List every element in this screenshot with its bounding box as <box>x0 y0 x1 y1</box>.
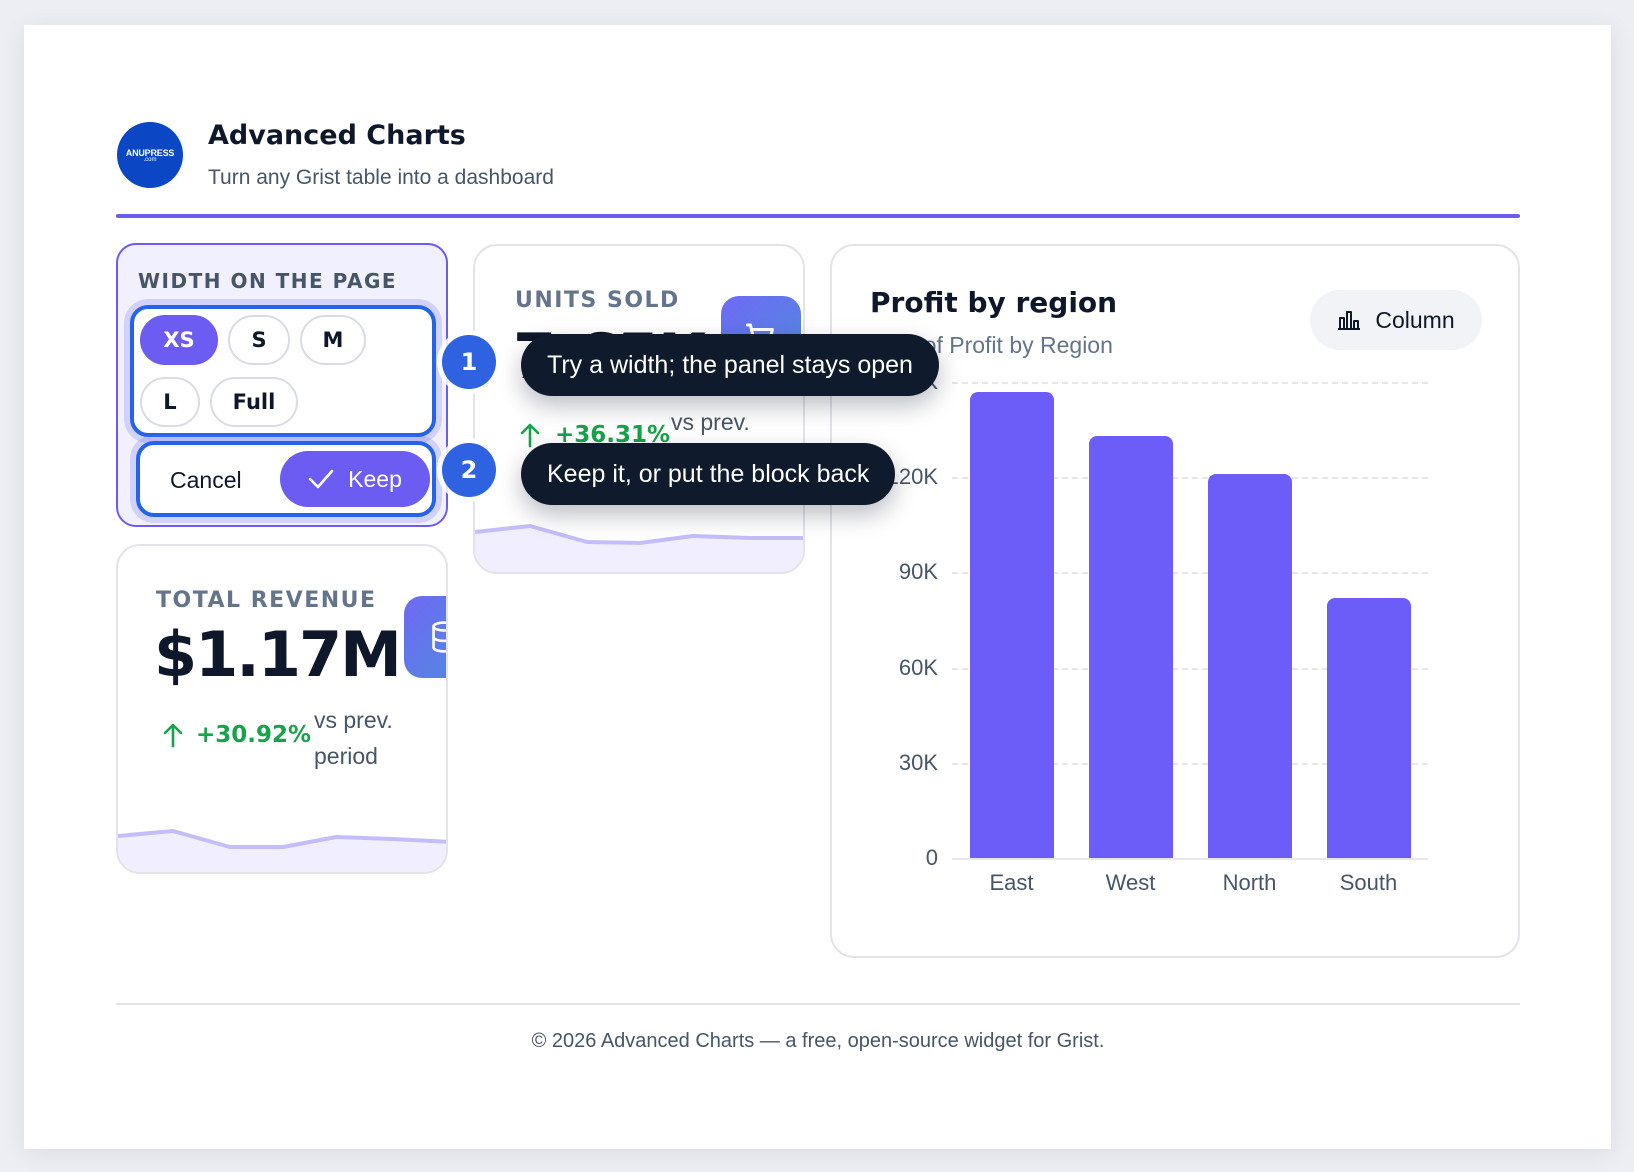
size-option-m[interactable]: M <box>300 315 366 365</box>
chart-card-profit-by-region[interactable]: Profit by region Sum of Profit by Region… <box>830 244 1520 958</box>
x-tick-label: West <box>1105 870 1156 895</box>
bar-south[interactable] <box>1326 597 1411 858</box>
y-tick-label: 120K <box>886 464 938 490</box>
kpi-compare-line2: period <box>314 743 378 769</box>
sparkline <box>118 829 446 872</box>
width-panel: WIDTH ON THE PAGE XS S M L Full Cancel K… <box>116 243 448 527</box>
kpi-label: UNITS SOLD <box>515 288 680 313</box>
trend-up-icon <box>520 423 540 448</box>
kpi-icon-tile <box>404 596 446 678</box>
size-option-xs[interactable]: XS <box>140 315 218 365</box>
logo-text: ANUPRESS <box>125 147 175 158</box>
bar-east[interactable] <box>969 391 1054 858</box>
keep-button-label: Keep <box>348 465 402 492</box>
y-tick-label: 90K <box>898 559 938 585</box>
step-badge-2: 2 <box>442 443 496 497</box>
check-icon <box>308 469 334 489</box>
gridline <box>952 858 1428 860</box>
width-panel-label: WIDTH ON THE PAGE <box>138 269 398 293</box>
database-icon <box>432 621 446 653</box>
logo-subtext: .com <box>143 156 157 163</box>
kpi-card-units-sold[interactable]: UNITS SOLD 7.65K +36.31% vs prev. <box>473 244 805 574</box>
kpi-value: $1.17M <box>154 618 402 691</box>
kpi-label: TOTAL REVENUE <box>156 588 377 613</box>
app-title: Advanced Charts <box>208 120 466 151</box>
chart-type-button[interactable]: Column <box>1310 290 1482 350</box>
panel-actions: Cancel Keep <box>136 441 436 517</box>
kpi-compare-line1: vs prev. <box>314 707 393 733</box>
gridline <box>952 762 1428 765</box>
page-sheet: ANUPRESS .com Advanced Charts Turn any G… <box>24 25 1611 1149</box>
size-option-full[interactable]: Full <box>210 377 298 427</box>
size-options: XS S M L Full <box>130 305 436 437</box>
y-tick-label: 0 <box>925 845 938 870</box>
footer-rule <box>116 1003 1520 1005</box>
app-subtitle: Turn any Grist table into a dashboard <box>208 166 554 189</box>
kpi-compare: vs prev. <box>671 409 750 435</box>
gridline <box>952 667 1428 670</box>
y-tick-label: 30K <box>898 749 938 775</box>
trend-up-icon <box>163 723 183 748</box>
plot-area: 030K60K90K120K150KEastWestNorthSouth <box>832 246 1518 956</box>
x-tick-label: North <box>1222 870 1277 895</box>
size-option-l[interactable]: L <box>140 377 200 427</box>
step-badge-1: 1 <box>442 335 496 389</box>
x-tick-label: East <box>989 870 1034 895</box>
kpi-card-total-revenue[interactable]: TOTAL REVENUE $1.17M +30.92% vs prev. pe… <box>116 544 448 874</box>
size-option-s[interactable]: S <box>228 315 290 365</box>
header-rule <box>116 214 1520 218</box>
y-tick-label: 60K <box>898 654 938 680</box>
gridline <box>952 572 1428 575</box>
chart-title: Profit by region <box>870 286 1118 319</box>
x-tick-label: South <box>1339 870 1398 895</box>
cancel-button[interactable]: Cancel <box>170 467 242 493</box>
chart-type-label: Column <box>1375 306 1455 333</box>
footer-text: © 2026 Advanced Charts — a free, open-so… <box>531 1030 1105 1052</box>
bar-north[interactable] <box>1207 474 1292 858</box>
column-chart-icon <box>1338 311 1361 330</box>
sparkline <box>475 524 803 572</box>
brand-logo: ANUPRESS .com <box>117 122 183 188</box>
keep-button[interactable]: Keep <box>280 451 430 507</box>
tooltip-step-2: Keep it, or put the block back <box>521 443 896 505</box>
gridline <box>952 382 1428 384</box>
kpi-delta: +30.92% <box>196 722 312 748</box>
tooltip-step-1: Try a width; the panel stays open <box>521 334 939 396</box>
bar-west[interactable] <box>1088 435 1173 858</box>
gridline <box>952 477 1428 480</box>
